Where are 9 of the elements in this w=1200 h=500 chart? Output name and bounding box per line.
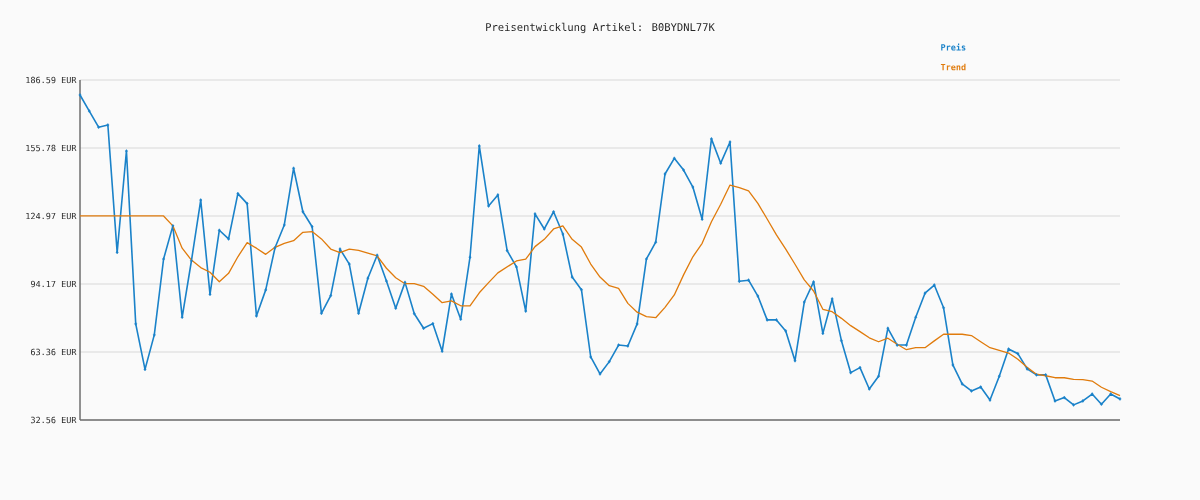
y-tick-label: 94.17 EUR	[30, 280, 77, 288]
chart-title: Preisentwicklung Artikel: B0BYDNL77K	[486, 22, 715, 34]
text: Trend	[940, 63, 966, 71]
y-tick-label: 155.78 EUR	[26, 144, 77, 152]
text: Preis	[941, 43, 966, 51]
y-tick-label: 32.56 EUR	[30, 416, 77, 424]
y-tick-label: 63.36 EUR	[30, 348, 77, 356]
y-tick-label: 186.59 EUR	[26, 76, 77, 84]
y-tick-label: 124.97 EUR	[26, 212, 77, 220]
